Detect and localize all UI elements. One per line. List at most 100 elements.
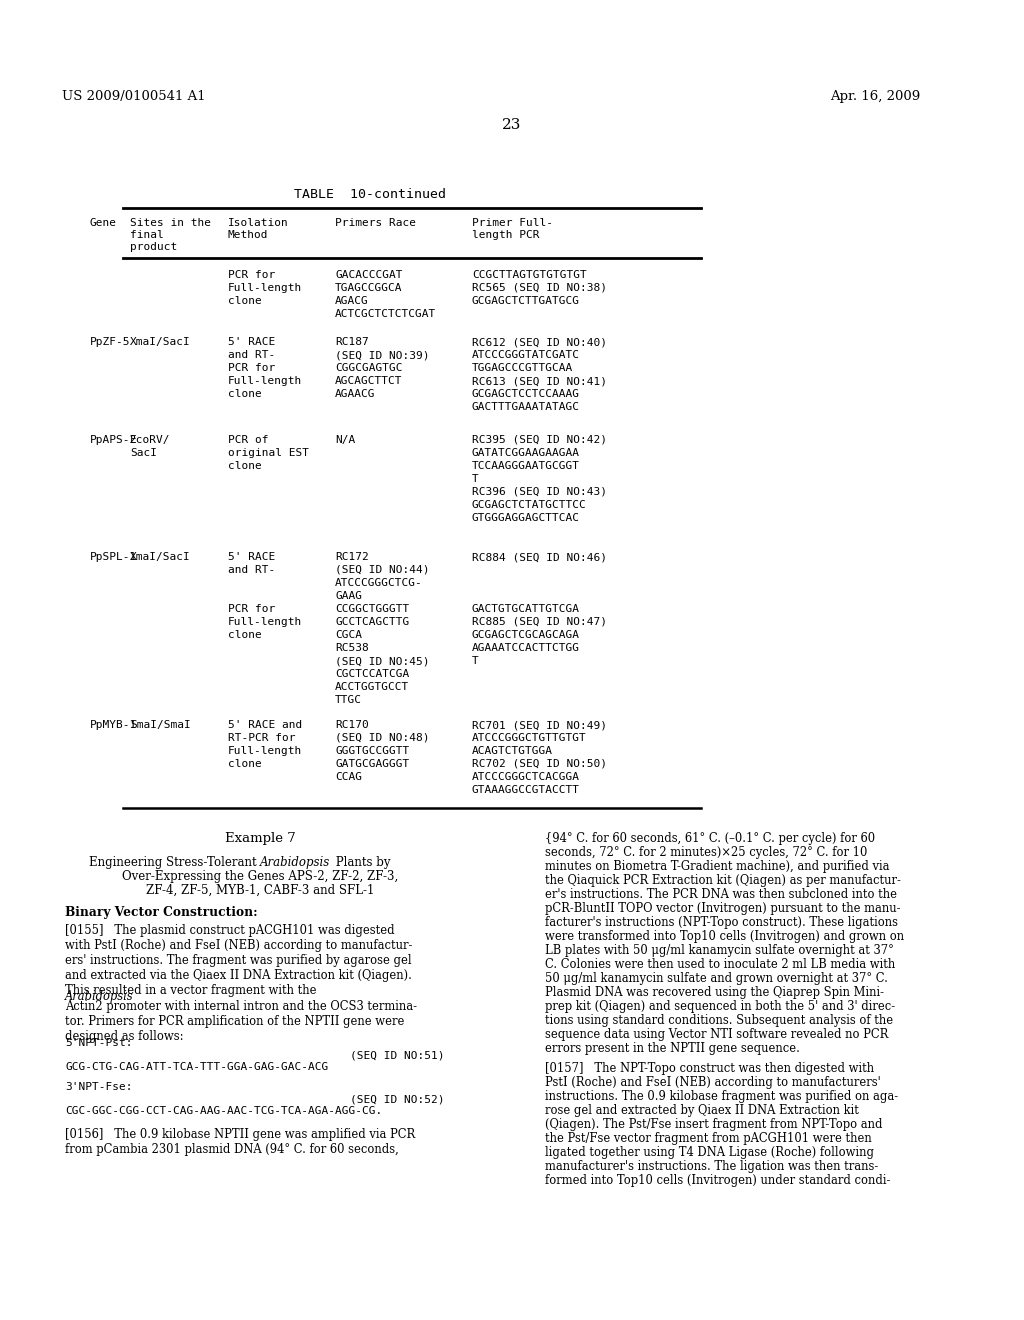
Text: RC884 (SEQ ID NO:46): RC884 (SEQ ID NO:46) [472,552,607,562]
Text: [0157]   The NPT-Topo construct was then digested with: [0157] The NPT-Topo construct was then d… [545,1063,874,1074]
Text: minutes on Biometra T-Gradient machine), and purified via: minutes on Biometra T-Gradient machine),… [545,861,890,873]
Text: AGACG: AGACG [335,296,369,306]
Text: (SEQ ID NO:52): (SEQ ID NO:52) [350,1094,444,1104]
Text: EcoRV/: EcoRV/ [130,436,171,445]
Text: ACAGTCTGTGGA: ACAGTCTGTGGA [472,746,553,756]
Text: CCAG: CCAG [335,772,362,781]
Text: sequence data using Vector NTI software revealed no PCR: sequence data using Vector NTI software … [545,1028,889,1041]
Text: the Pst/Fse vector fragment from pACGH101 were then: the Pst/Fse vector fragment from pACGH10… [545,1133,871,1144]
Text: PstI (Roche) and FseI (NEB) according to manufacturers': PstI (Roche) and FseI (NEB) according to… [545,1076,881,1089]
Text: formed into Top10 cells (Invitrogen) under standard condi-: formed into Top10 cells (Invitrogen) und… [545,1173,891,1187]
Text: product: product [130,242,177,252]
Text: LB plates with 50 μg/ml kanamycin sulfate overnight at 37°: LB plates with 50 μg/ml kanamycin sulfat… [545,944,894,957]
Text: [0156]   The 0.9 kilobase NPTII gene was amplified via PCR
from pCambia 2301 pla: [0156] The 0.9 kilobase NPTII gene was a… [65,1129,416,1156]
Text: Full-length: Full-length [228,616,302,627]
Text: [0155]   The plasmid construct pACGH101 was digested
with PstI (Roche) and FseI : [0155] The plasmid construct pACGH101 wa… [65,924,413,997]
Text: pCR-BluntII TOPO vector (Invitrogen) pursuant to the manu-: pCR-BluntII TOPO vector (Invitrogen) pur… [545,902,900,915]
Text: TCCAAGGGAATGCGGT: TCCAAGGGAATGCGGT [472,461,580,471]
Text: T: T [472,656,479,667]
Text: 5'NPT-Pst:: 5'NPT-Pst: [65,1038,132,1048]
Text: Isolation: Isolation [228,218,289,228]
Text: CCGGCTGGGTT: CCGGCTGGGTT [335,605,410,614]
Text: T: T [472,474,479,484]
Text: ligated together using T4 DNA Ligase (Roche) following: ligated together using T4 DNA Ligase (Ro… [545,1146,874,1159]
Text: GCCTCAGCTTG: GCCTCAGCTTG [335,616,410,627]
Text: N/A: N/A [335,436,355,445]
Text: GCG-CTG-CAG-ATT-TCA-TTT-GGA-GAG-GAC-ACG: GCG-CTG-CAG-ATT-TCA-TTT-GGA-GAG-GAC-ACG [65,1063,329,1072]
Text: GACTGTGCATTGTCGA: GACTGTGCATTGTCGA [472,605,580,614]
Text: clone: clone [228,759,262,770]
Text: TABLE  10-continued: TABLE 10-continued [294,187,446,201]
Text: PCR for: PCR for [228,363,275,374]
Text: GCGAGCTCTATGCTTCC: GCGAGCTCTATGCTTCC [472,500,587,510]
Text: RC613 (SEQ ID NO:41): RC613 (SEQ ID NO:41) [472,376,607,385]
Text: er's instructions. The PCR DNA was then subcloned into the: er's instructions. The PCR DNA was then … [545,888,897,902]
Text: Plants by: Plants by [332,855,390,869]
Text: Over-Expressing the Genes APS-2, ZF-2, ZF-3,: Over-Expressing the Genes APS-2, ZF-2, Z… [122,870,398,883]
Text: errors present in the NPTII gene sequence.: errors present in the NPTII gene sequenc… [545,1041,800,1055]
Text: 5' RACE: 5' RACE [228,337,275,347]
Text: 5' RACE and: 5' RACE and [228,719,302,730]
Text: GTAAAGGCCGTACCTT: GTAAAGGCCGTACCTT [472,785,580,795]
Text: 3'NPT-Fse:: 3'NPT-Fse: [65,1082,132,1092]
Text: Binary Vector Construction:: Binary Vector Construction: [65,906,258,919]
Text: length PCR: length PCR [472,230,540,240]
Text: RC885 (SEQ ID NO:47): RC885 (SEQ ID NO:47) [472,616,607,627]
Text: RC538: RC538 [335,643,369,653]
Text: ATCCCGGGCTCG-: ATCCCGGGCTCG- [335,578,423,587]
Text: GACTTTGAAATATAGC: GACTTTGAAATATAGC [472,403,580,412]
Text: RC187: RC187 [335,337,369,347]
Text: facturer's instructions (NPT-Topo construct). These ligations: facturer's instructions (NPT-Topo constr… [545,916,898,929]
Text: GAAG: GAAG [335,591,362,601]
Text: 23: 23 [503,117,521,132]
Text: Full-length: Full-length [228,376,302,385]
Text: Gene: Gene [90,218,117,228]
Text: (SEQ ID NO:51): (SEQ ID NO:51) [350,1049,444,1060]
Text: GATATCGGAAGAAGAA: GATATCGGAAGAAGAA [472,447,580,458]
Text: Primers Race: Primers Race [335,218,416,228]
Text: (SEQ ID NO:39): (SEQ ID NO:39) [335,350,429,360]
Text: Sites in the: Sites in the [130,218,211,228]
Text: Method: Method [228,230,268,240]
Text: GACACCCGAT: GACACCCGAT [335,271,402,280]
Text: instructions. The 0.9 kilobase fragment was purified on aga-: instructions. The 0.9 kilobase fragment … [545,1090,898,1104]
Text: Arabidopsis: Arabidopsis [260,855,331,869]
Text: Arabidopsis: Arabidopsis [65,990,133,1003]
Text: RC396 (SEQ ID NO:43): RC396 (SEQ ID NO:43) [472,487,607,498]
Text: Engineering Stress-Tolerant: Engineering Stress-Tolerant [89,855,260,869]
Text: C. Colonies were then used to inoculate 2 ml LB media with: C. Colonies were then used to inoculate … [545,958,895,972]
Text: PpMYB-1: PpMYB-1 [90,719,137,730]
Text: CGCTCCATCGA: CGCTCCATCGA [335,669,410,678]
Text: Example 7: Example 7 [224,832,295,845]
Text: PCR for: PCR for [228,271,275,280]
Text: GGGTGCCGGTT: GGGTGCCGGTT [335,746,410,756]
Text: prep kit (Qiagen) and sequenced in both the 5' and 3' direc-: prep kit (Qiagen) and sequenced in both … [545,1001,895,1012]
Text: Full-length: Full-length [228,746,302,756]
Text: GTGGGAGGAGCTTCAC: GTGGGAGGAGCTTCAC [472,513,580,523]
Text: GCGAGCTCTTGATGCG: GCGAGCTCTTGATGCG [472,296,580,306]
Text: (SEQ ID NO:45): (SEQ ID NO:45) [335,656,429,667]
Text: RC702 (SEQ ID NO:50): RC702 (SEQ ID NO:50) [472,759,607,770]
Text: were transformed into Top10 cells (Invitrogen) and grown on: were transformed into Top10 cells (Invit… [545,931,904,942]
Text: PCR for: PCR for [228,605,275,614]
Text: ACTCGCTCTCTCGAT: ACTCGCTCTCTCGAT [335,309,436,319]
Text: RC565 (SEQ ID NO:38): RC565 (SEQ ID NO:38) [472,282,607,293]
Text: CGCA: CGCA [335,630,362,640]
Text: Primer Full-: Primer Full- [472,218,553,228]
Text: seconds, 72° C. for 2 minutes)×25 cycles, 72° C. for 10: seconds, 72° C. for 2 minutes)×25 cycles… [545,846,867,859]
Text: PCR of: PCR of [228,436,268,445]
Text: Full-length: Full-length [228,282,302,293]
Text: RC395 (SEQ ID NO:42): RC395 (SEQ ID NO:42) [472,436,607,445]
Text: (SEQ ID NO:48): (SEQ ID NO:48) [335,733,429,743]
Text: and RT-: and RT- [228,350,275,360]
Text: ATCCCGGGCTCACGGA: ATCCCGGGCTCACGGA [472,772,580,781]
Text: Apr. 16, 2009: Apr. 16, 2009 [830,90,921,103]
Text: final: final [130,230,164,240]
Text: ZF-4, ZF-5, MYB-1, CABF-3 and SFL-1: ZF-4, ZF-5, MYB-1, CABF-3 and SFL-1 [145,884,374,898]
Text: PpSPL-1: PpSPL-1 [90,552,137,562]
Text: (Qiagen). The Pst/Fse insert fragment from NPT-Topo and: (Qiagen). The Pst/Fse insert fragment fr… [545,1118,883,1131]
Text: 50 μg/ml kanamycin sulfate and grown overnight at 37° C.: 50 μg/ml kanamycin sulfate and grown ove… [545,972,888,985]
Text: AGAAATCCACTTCTGG: AGAAATCCACTTCTGG [472,643,580,653]
Text: US 2009/0100541 A1: US 2009/0100541 A1 [62,90,206,103]
Text: GCGAGCTCGCAGCAGA: GCGAGCTCGCAGCAGA [472,630,580,640]
